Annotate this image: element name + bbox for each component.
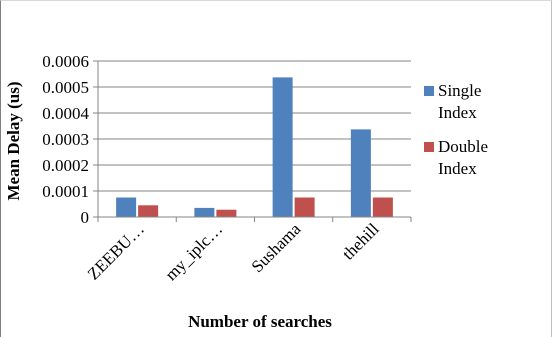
x-tick-label: Sushama bbox=[248, 219, 305, 276]
bar-double-index bbox=[138, 205, 159, 217]
y-tick-label: 0.0002 bbox=[42, 156, 89, 175]
bar-double-index bbox=[294, 197, 315, 217]
legend-label: Single Index bbox=[438, 81, 481, 122]
gridlines bbox=[98, 60, 411, 192]
y-tick-label: 0.0003 bbox=[42, 130, 89, 149]
bar-double-index bbox=[216, 209, 237, 217]
legend-swatch bbox=[424, 142, 434, 152]
bar-single-index bbox=[116, 197, 137, 217]
x-tick-label: ZEEBU… bbox=[84, 219, 148, 283]
bar-single-index bbox=[350, 129, 371, 217]
y-tick-label: 0 bbox=[81, 208, 90, 227]
x-tick-labels: ZEEBU… my_iplc… Sushama thehill bbox=[84, 219, 383, 284]
y-tick-label: 0.0006 bbox=[42, 52, 89, 71]
y-tick-label: 0.0004 bbox=[42, 104, 89, 123]
axes bbox=[93, 60, 412, 222]
legend: Single Index Double Index bbox=[424, 81, 488, 178]
bar-single-index bbox=[194, 207, 215, 217]
y-tick-label: 0.0001 bbox=[42, 182, 89, 201]
bar-single-index bbox=[272, 77, 293, 217]
y-tick-label: 0.0005 bbox=[42, 78, 89, 97]
legend-swatch bbox=[424, 86, 434, 96]
x-tick-label: thehill bbox=[339, 219, 383, 263]
bars bbox=[116, 77, 393, 217]
legend-label: Double Index bbox=[438, 137, 488, 178]
x-tick-label: my_iplc… bbox=[161, 219, 226, 284]
x-axis-title: Number of searches bbox=[188, 312, 332, 331]
y-axis-title: Mean Delay (us) bbox=[4, 82, 23, 201]
y-tick-labels: 0 0.0001 0.0002 0.0003 0.0004 0.0005 0.0006 bbox=[42, 52, 89, 227]
bar-double-index bbox=[372, 197, 393, 217]
